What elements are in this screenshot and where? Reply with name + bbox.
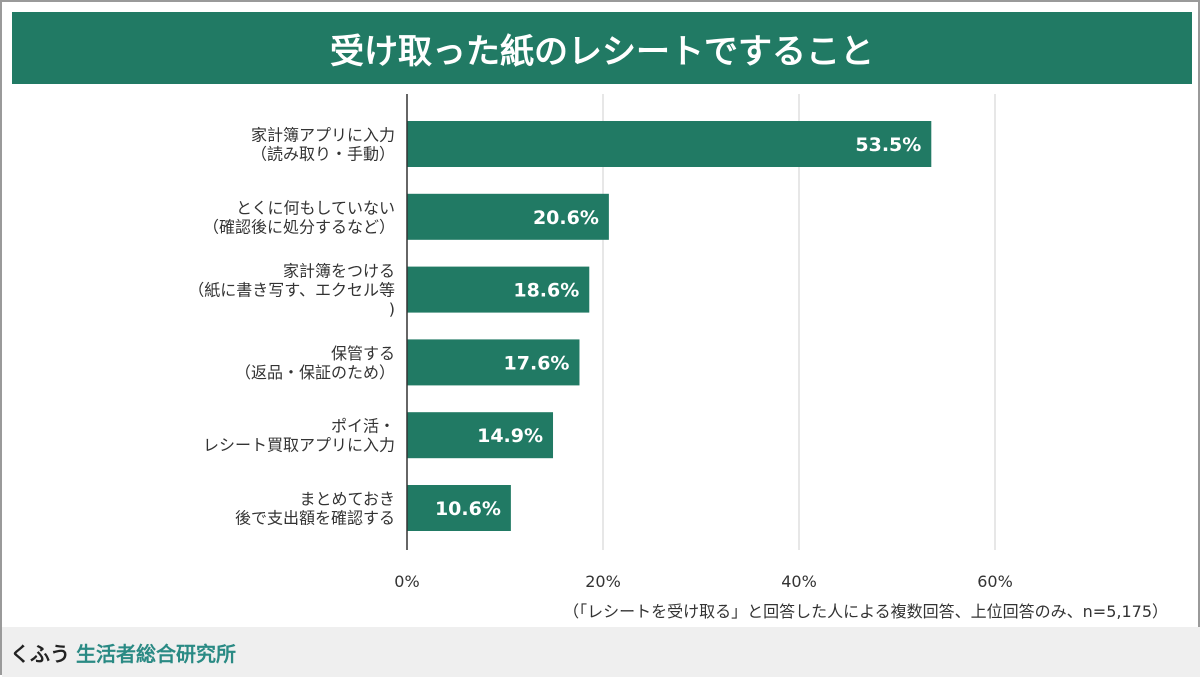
x-tick-label: 0% xyxy=(394,572,419,591)
data-label: 20.6% xyxy=(533,207,599,229)
data-label: 17.6% xyxy=(504,352,570,374)
x-tick-label: 40% xyxy=(781,572,817,591)
category-label: とくに何もしていない xyxy=(236,198,395,217)
data-label: 10.6% xyxy=(435,498,501,520)
category-label: レシート買取アプリに入力 xyxy=(203,436,395,455)
category-label: 家計簿アプリに入力 xyxy=(251,126,395,145)
category-label: （返品・保証のため） xyxy=(235,363,395,382)
chart-title: 受け取った紙のレシートですること xyxy=(12,12,1192,84)
chart-note: （「レシートを受け取る」と回答した人による複数回答、上位回答のみ、n=5,175… xyxy=(563,602,1168,621)
bar xyxy=(407,412,554,459)
category-label: 保管する xyxy=(331,344,395,363)
footer: くふう 生活者総合研究所 xyxy=(2,627,1200,677)
bar xyxy=(407,121,932,167)
category-label: まとめておき xyxy=(299,490,395,509)
category-label: （紙に書き写す、エクセル等 xyxy=(188,281,395,300)
bar xyxy=(407,193,609,240)
bar xyxy=(407,266,590,313)
category-label: ポイ活・ xyxy=(331,417,395,436)
bar xyxy=(407,339,580,386)
bar xyxy=(407,485,511,531)
data-label: 53.5% xyxy=(855,134,921,156)
data-label: 14.9% xyxy=(477,425,543,447)
data-label: 18.6% xyxy=(513,280,579,302)
brand-name: 生活者総合研究所 xyxy=(76,641,236,666)
x-tick-label: 60% xyxy=(977,572,1013,591)
category-label: 家計簿をつける xyxy=(283,262,395,281)
brand-logo-text: くふう xyxy=(10,641,70,666)
category-label: ) xyxy=(389,300,395,319)
category-label: （確認後に処分するなど） xyxy=(203,217,395,236)
category-label: （読み取り・手動） xyxy=(251,145,395,164)
x-tick-label: 20% xyxy=(585,572,621,591)
category-label: 後で支出額を確認する xyxy=(235,509,395,528)
